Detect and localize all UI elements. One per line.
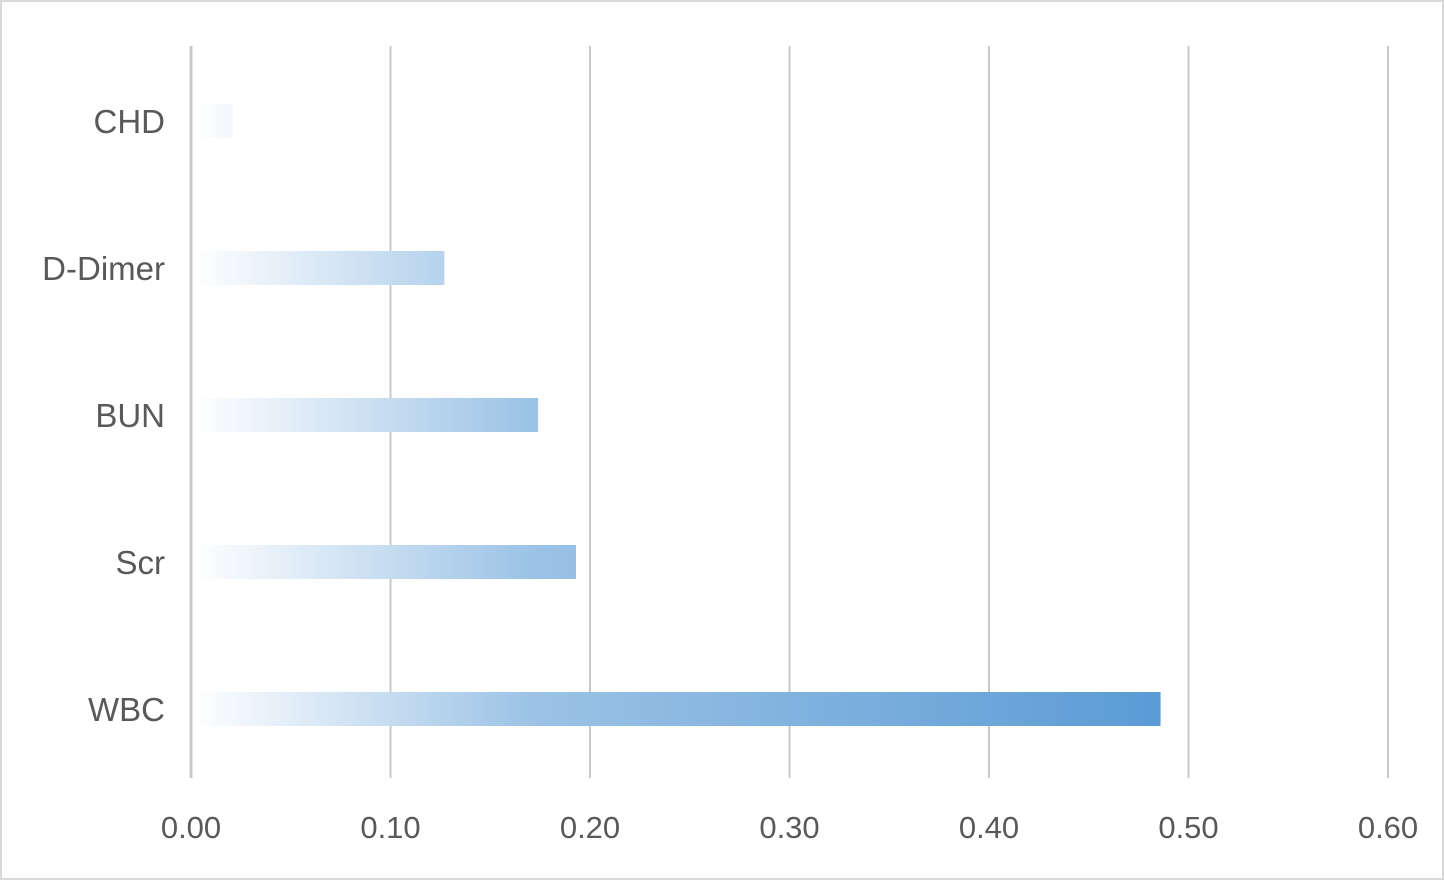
bar-bun [194, 398, 539, 432]
bar-scr [194, 545, 577, 579]
category-label: WBC [88, 691, 165, 728]
bar-chd [194, 104, 233, 138]
x-tick-label: 0.30 [759, 810, 819, 845]
x-tick-label: 0.40 [959, 810, 1019, 845]
category-labels: CHD D-Dimer BUN Scr WBC [42, 103, 165, 728]
x-tick-label: 0.50 [1158, 810, 1218, 845]
x-tick-label: 0.20 [560, 810, 620, 845]
bars [194, 104, 1161, 726]
x-tick-label: 0.00 [161, 810, 221, 845]
gridlines [189, 46, 1389, 778]
category-label: BUN [95, 397, 165, 434]
bar-d-dimer [194, 251, 445, 285]
category-label: CHD [94, 103, 166, 140]
x-tick-label: 0.60 [1358, 810, 1418, 845]
category-label: D-Dimer [42, 250, 165, 287]
x-axis-tick-labels: 0.00 0.10 0.20 0.30 0.40 0.50 0.60 [161, 810, 1418, 845]
bar-wbc [194, 692, 1161, 726]
category-label: Scr [116, 544, 166, 581]
x-tick-label: 0.10 [360, 810, 420, 845]
